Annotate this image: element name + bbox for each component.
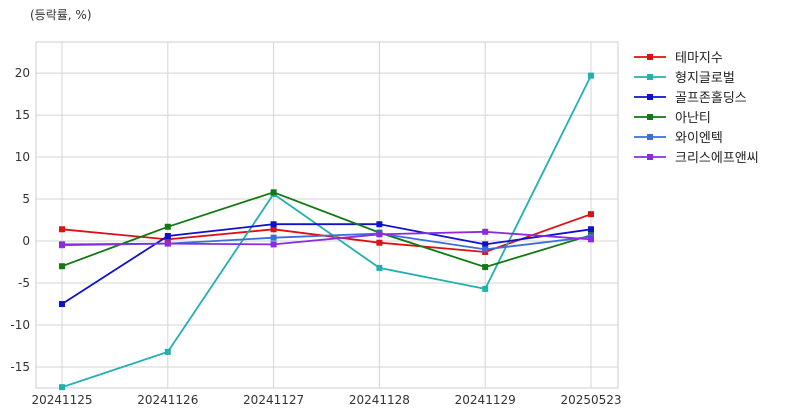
data-point [59,226,65,233]
data-point [270,234,277,241]
data-point [376,231,383,238]
x-tick-label: 20241126 [137,393,198,407]
x-tick-label: 20241128 [349,393,410,407]
legend-item: 아난티 [634,111,711,126]
data-point [59,301,65,308]
data-point [270,221,277,228]
data-point [164,240,171,247]
data-point [376,221,383,228]
legend-item: 골프존홀딩스 [634,91,747,106]
data-point [482,228,489,235]
legend-item: 크리스에프앤씨 [634,151,759,166]
data-point [482,246,489,253]
data-point [376,264,383,271]
data-point [482,241,489,248]
series-layer [59,72,594,391]
data-point [270,241,277,248]
grid [35,41,619,389]
unit-label: (등락률, %) [30,8,92,22]
series-6 [59,228,594,248]
y-tick-label: 0 [22,234,30,248]
series-line [61,223,592,305]
y-tick-label: 10 [15,150,30,164]
series-2 [59,72,594,391]
legend-marker [647,54,653,60]
y-tick-label: 20 [15,66,30,80]
legend-marker [647,154,653,160]
data-point [164,223,171,230]
data-point [482,285,489,292]
series-line [61,230,592,246]
y-tick-label: -5 [18,276,30,290]
series-3 [59,221,594,308]
data-point [588,72,594,79]
data-point [59,241,65,248]
data-point [588,226,594,233]
x-tick-label: 20250523 [560,393,621,407]
data-point [164,232,171,239]
legend-label: 테마지수 [675,51,723,66]
data-point [270,226,277,233]
x-tick-label: 20241125 [31,393,92,407]
legend-label: 골프존홀딩스 [675,91,747,106]
data-point [59,384,65,391]
legend-marker [647,134,653,140]
legend-label: 형지글로벌 [675,71,735,86]
legend-label: 와이엔텍 [675,131,723,146]
y-tick-label: -15 [10,360,30,374]
data-point [164,348,171,355]
data-point [164,236,171,243]
series-line [61,191,592,269]
data-point [588,211,594,218]
x-tick-label: 20241129 [455,393,516,407]
y-tick-label: 15 [15,108,30,122]
legend-marker [647,114,653,120]
x-tick-label: 20241127 [243,393,304,407]
legend-item: 와이엔텍 [634,131,723,146]
data-point [376,239,383,246]
legend-item: 테마지수 [634,51,723,66]
legend-marker [647,94,653,100]
y-tick-label: -10 [10,318,30,332]
data-point [482,264,489,271]
data-point [59,263,65,270]
y-tick-label: 5 [22,192,30,206]
legend-label: 크리스에프앤씨 [675,151,759,166]
legend-marker [647,74,653,80]
data-point [270,189,277,196]
legend-item: 형지글로벌 [634,71,735,86]
series-line [61,75,592,389]
legend-label: 아난티 [675,111,711,126]
axes: -15 -10 -5 0 5 10 15 20 20241125 20241126 20241127… [10,66,621,407]
data-point [588,236,594,243]
plot-frame [35,41,619,389]
